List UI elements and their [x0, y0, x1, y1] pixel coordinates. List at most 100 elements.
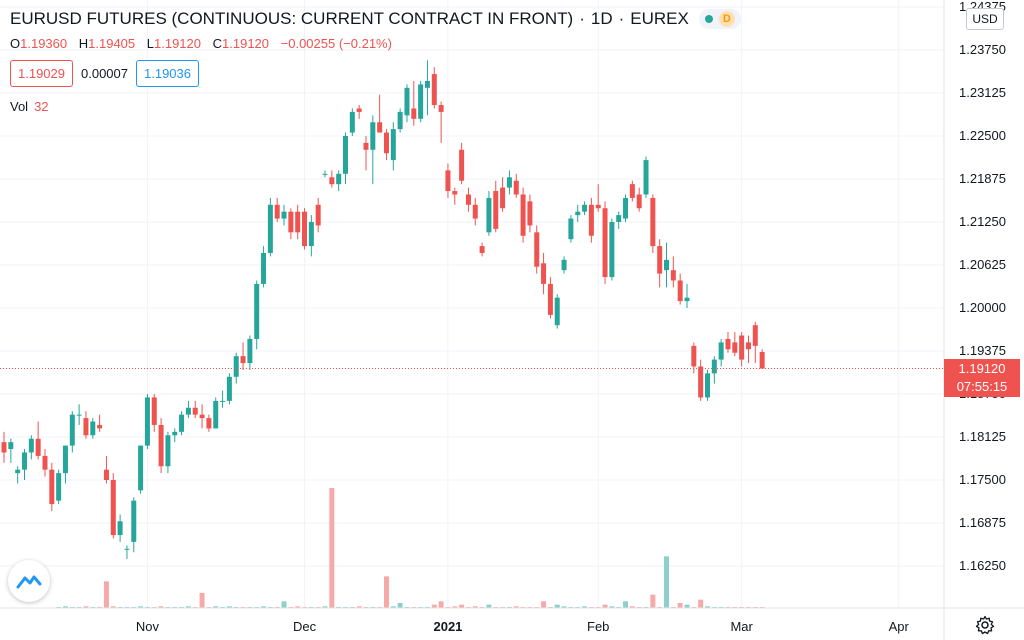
price-tick-label: 1.23750 — [959, 42, 1006, 57]
candle-body — [438, 105, 444, 112]
candle — [588, 197, 594, 243]
sell-button[interactable]: 1.19029 — [10, 60, 73, 87]
currency-button[interactable]: USD — [966, 8, 1004, 30]
candle — [616, 211, 622, 229]
candle — [684, 283, 690, 308]
candle — [643, 156, 649, 198]
volume-bar — [397, 603, 403, 608]
candle-body — [329, 177, 335, 185]
candle-body — [582, 204, 588, 212]
candle — [582, 201, 588, 216]
market-status-pill[interactable]: D — [698, 9, 741, 29]
price-tick-label: 1.20000 — [959, 300, 1006, 315]
chart-grid — [0, 0, 944, 608]
candle-body — [49, 469, 55, 505]
volume-bar — [513, 606, 519, 608]
volume-bar — [390, 606, 396, 608]
candle-body — [83, 418, 89, 436]
tradingview-logo-button[interactable] — [8, 560, 50, 602]
candle — [431, 67, 437, 109]
time-tick-label: Mar — [730, 619, 753, 634]
price-axis[interactable]: 1.162501.168751.175001.181251.187501.193… — [943, 0, 1006, 640]
candle-body — [588, 204, 594, 236]
symbol-title[interactable]: EURUSD FUTURES (CONTINUOUS: CURRENT CONT… — [10, 9, 574, 28]
candle-body — [684, 297, 690, 302]
candle-body — [35, 438, 41, 456]
volume-bar — [62, 606, 68, 608]
candle — [534, 225, 540, 274]
candle-body — [547, 283, 553, 315]
candle — [329, 170, 335, 188]
candle-body — [213, 400, 219, 429]
high-label: H — [78, 36, 89, 51]
high-value: 1.19405 — [88, 36, 136, 51]
candle — [322, 170, 328, 178]
candle — [281, 204, 287, 226]
candle-body — [206, 418, 212, 429]
candle — [595, 184, 601, 212]
candle-body — [657, 246, 663, 274]
candle — [418, 80, 424, 123]
candle — [411, 80, 417, 126]
candle-body — [233, 356, 239, 377]
candle — [500, 177, 506, 212]
buy-button[interactable]: 1.19036 — [136, 60, 199, 87]
time-axis[interactable]: Nov Dec 2021 Feb Mar Apr — [0, 607, 1024, 634]
candle — [568, 215, 574, 243]
candle-body — [192, 407, 198, 415]
volume-bar — [356, 606, 362, 608]
exchange-label: EUREX — [630, 9, 689, 28]
candle — [670, 256, 676, 288]
candle-body — [404, 87, 410, 116]
candle-body — [527, 201, 533, 226]
candle-body — [179, 414, 185, 432]
candle-body — [165, 435, 171, 467]
candle — [179, 411, 185, 436]
volume-legend[interactable]: Vol 32 — [10, 99, 741, 114]
volume-bar — [554, 604, 560, 608]
candle — [206, 414, 212, 432]
candle-body — [97, 424, 103, 429]
candle-body — [69, 414, 75, 446]
time-tick-label: 2021 — [433, 619, 462, 634]
candle-body — [15, 469, 21, 474]
candle-body — [609, 222, 615, 278]
volume-bar — [459, 604, 465, 608]
candle — [664, 242, 670, 288]
spread-value: 0.00007 — [81, 66, 128, 81]
candle — [110, 473, 116, 539]
candle-body — [226, 376, 232, 401]
candle — [213, 397, 219, 429]
interval-label[interactable]: 1D — [590, 9, 613, 28]
volume-label: Vol — [10, 99, 29, 114]
candle-body — [117, 521, 123, 536]
volume-bar — [158, 606, 164, 608]
candle — [315, 197, 321, 233]
candle — [69, 411, 75, 453]
volume-bar — [698, 599, 704, 608]
candle — [8, 438, 14, 463]
candle-body — [534, 232, 540, 267]
candle-body — [623, 197, 629, 219]
candle-body — [513, 180, 519, 195]
time-tick-label: Dec — [293, 619, 317, 634]
candle-body — [575, 211, 581, 216]
candle-body — [131, 500, 137, 542]
candle — [554, 294, 560, 329]
candle — [76, 404, 82, 425]
candle-body — [670, 270, 676, 281]
chart-settings-button[interactable] — [974, 614, 996, 636]
volume-bar — [226, 606, 232, 608]
candle — [711, 356, 717, 384]
candle-body — [172, 431, 178, 436]
candle — [83, 411, 89, 439]
candle-body — [718, 342, 724, 360]
candle-body — [704, 373, 710, 398]
candle-body — [363, 142, 369, 150]
market-open-dot-icon — [704, 15, 713, 23]
volume-bar — [677, 603, 683, 608]
candle-body — [42, 455, 48, 470]
candle-body — [418, 84, 424, 119]
title-separator: · — [579, 9, 585, 28]
